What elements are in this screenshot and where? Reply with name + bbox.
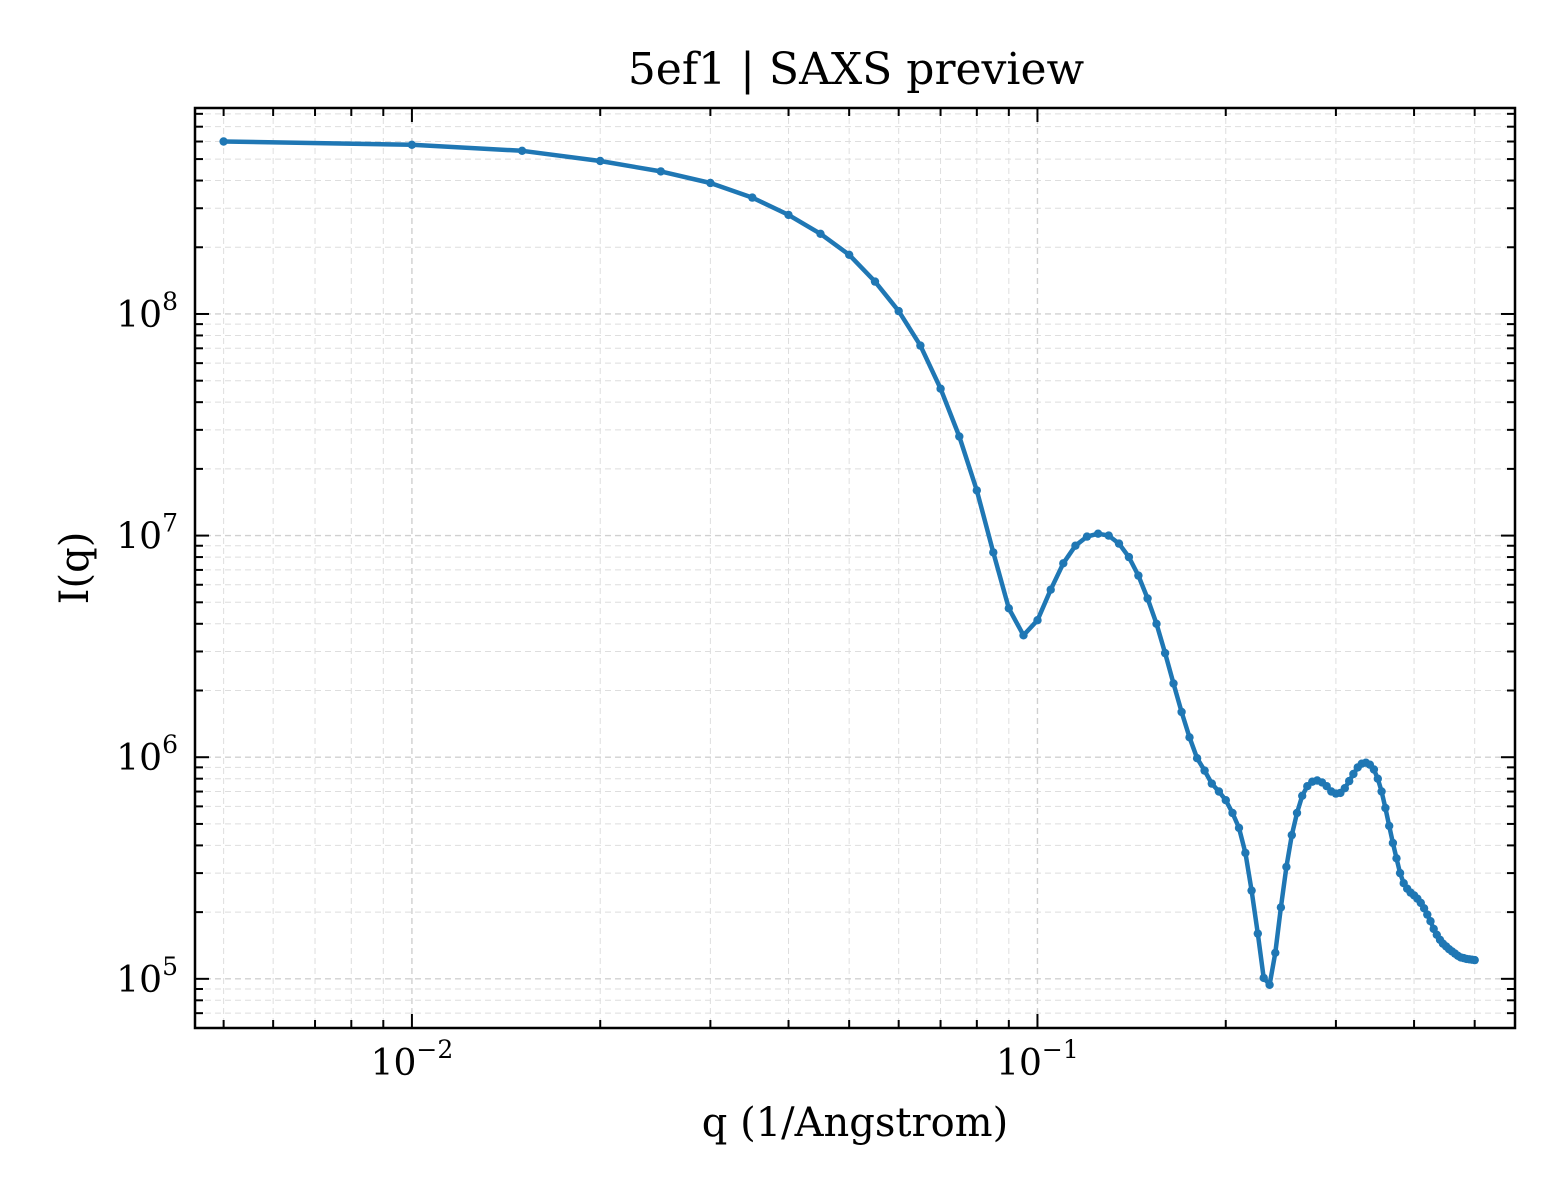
data-point	[1185, 733, 1194, 742]
axis-ticks	[195, 108, 1515, 1029]
data-point	[517, 146, 527, 155]
data-point	[816, 229, 825, 238]
y-axis-label: I(q)	[52, 532, 98, 605]
data-point	[1169, 679, 1178, 688]
data-point	[219, 137, 228, 146]
data-point	[1247, 886, 1256, 895]
data-point	[1470, 955, 1479, 965]
data-point	[1388, 838, 1398, 848]
data-point	[1207, 779, 1217, 788]
x-tick-label: 10−2	[371, 1035, 454, 1084]
data-point	[972, 486, 981, 495]
data-point	[1071, 541, 1080, 550]
data-point	[748, 193, 757, 202]
data-point	[1124, 552, 1134, 562]
data-point	[1104, 531, 1113, 540]
data-point	[1046, 585, 1055, 594]
data-point	[1152, 619, 1161, 628]
data-point	[1082, 532, 1092, 541]
data-point	[894, 306, 903, 316]
data-point	[845, 250, 854, 259]
data-point	[706, 178, 715, 188]
data-point	[1373, 774, 1383, 783]
data-point	[1214, 787, 1224, 796]
data-point	[1287, 830, 1297, 840]
data-point	[1228, 808, 1237, 818]
data-point	[1143, 594, 1152, 603]
data-point	[1282, 862, 1291, 872]
chart-title: 5ef1 | SAXS preview	[628, 44, 1085, 95]
plot-frame	[193, 106, 1517, 1030]
data-point	[1426, 917, 1435, 926]
data-point	[1253, 929, 1263, 938]
data-point	[916, 341, 925, 350]
data-point	[1292, 808, 1302, 818]
data-point	[784, 210, 793, 220]
data-point	[1160, 648, 1170, 658]
data-point	[1059, 559, 1068, 568]
data-point	[1423, 910, 1432, 919]
data-point	[989, 548, 998, 557]
data-point	[1381, 803, 1390, 813]
data-point	[1345, 776, 1354, 786]
data-point	[656, 167, 665, 176]
data-point	[1033, 616, 1042, 625]
data-point	[1265, 980, 1274, 989]
data-point	[1340, 784, 1350, 793]
data-point	[596, 156, 605, 166]
y-tick-label: 106	[116, 730, 178, 779]
data-point	[1004, 604, 1013, 613]
data-point	[1377, 787, 1386, 796]
data-point	[1298, 791, 1307, 800]
data-point	[1134, 571, 1143, 580]
y-tick-label: 105	[116, 952, 178, 1001]
data-point	[1093, 529, 1103, 538]
x-axis-label: q (1/Angstrom)	[702, 1100, 1008, 1146]
data-point	[1271, 948, 1280, 957]
data-point	[1395, 868, 1405, 878]
data-point	[1019, 631, 1028, 640]
x-tick-label: 10−1	[996, 1035, 1079, 1084]
data-point	[1241, 848, 1250, 858]
data-point	[1114, 539, 1124, 548]
data-point	[870, 277, 880, 286]
data-point	[1234, 823, 1244, 833]
data-point	[1392, 854, 1401, 863]
y-tick-label: 108	[116, 287, 178, 336]
data-point	[955, 432, 964, 441]
data-point	[1221, 796, 1231, 805]
tick-labels: 10−2 10−1 105 106 107 108	[116, 287, 1079, 1084]
data-point	[1419, 904, 1429, 913]
data-point	[1385, 821, 1394, 831]
data-point	[1276, 903, 1286, 912]
data-point	[407, 140, 417, 149]
data-point	[936, 384, 945, 393]
data-point	[1369, 765, 1379, 774]
series-saxs-curve	[219, 137, 1479, 989]
data-point	[1192, 754, 1202, 763]
data-point	[1177, 707, 1186, 717]
y-tick-label: 107	[116, 509, 178, 558]
data-point	[1349, 769, 1358, 779]
grid	[195, 108, 1515, 1029]
data-point	[1259, 973, 1268, 983]
data-point	[1200, 766, 1209, 775]
